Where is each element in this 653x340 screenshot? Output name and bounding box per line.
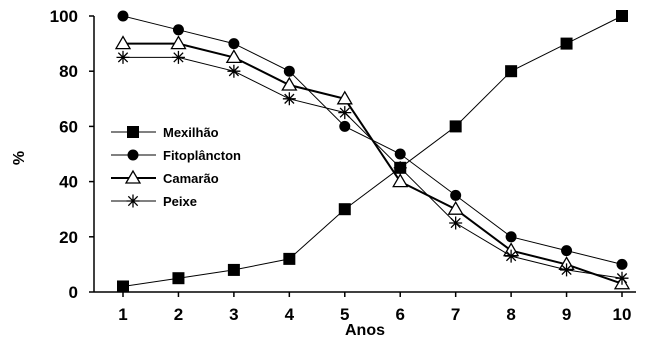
legend: Mexilhão Fitoplâncton Camarão Peixe <box>111 125 241 209</box>
data-point <box>117 280 129 293</box>
data-point <box>225 49 243 64</box>
data-point <box>447 200 464 215</box>
data-point <box>504 249 518 263</box>
data-point <box>449 120 462 133</box>
data-point <box>560 37 573 50</box>
chart-axes <box>93 16 636 293</box>
data-point <box>116 50 130 64</box>
data-point <box>616 10 628 22</box>
legend-label: Fitoplâncton <box>163 148 241 163</box>
data-point <box>117 10 129 22</box>
y-tick-label: 40 <box>59 173 78 192</box>
x-tick-label: 7 <box>451 305 460 324</box>
data-point <box>228 38 240 50</box>
data-point <box>339 120 351 132</box>
legend-marker <box>127 149 139 161</box>
x-tick-label: 4 <box>285 305 295 324</box>
data-point <box>283 65 295 77</box>
data-point <box>172 272 185 285</box>
x-tick-label: 3 <box>229 305 238 324</box>
data-point <box>338 203 351 216</box>
y-tick-label: 100 <box>50 7 78 26</box>
y-tick-label: 0 <box>69 283 78 302</box>
data-point <box>450 189 462 201</box>
data-point <box>114 35 132 50</box>
data-point <box>227 263 240 276</box>
data-point <box>172 24 184 36</box>
data-point <box>505 65 518 78</box>
data-point <box>393 161 407 175</box>
data-point <box>170 35 187 50</box>
y-ticks: 0 20 40 60 80 100 <box>50 7 94 302</box>
x-tick-label: 10 <box>613 305 632 324</box>
series-line <box>123 42 623 285</box>
data-point <box>283 252 296 265</box>
x-tick-label: 2 <box>174 305 183 324</box>
legend-item: Mexilhão <box>111 125 219 140</box>
legend-label: Camarão <box>163 171 219 186</box>
data-point <box>615 271 629 285</box>
x-ticks: 1 2 3 4 5 6 7 8 9 10 <box>118 292 631 324</box>
legend-marker <box>127 126 139 138</box>
x-tick-label: 1 <box>118 305 127 324</box>
legend-label: Peixe <box>163 194 197 209</box>
x-tick-label: 6 <box>395 305 404 324</box>
legend-marker <box>126 194 140 208</box>
data-point <box>282 92 296 106</box>
legend-item: Camarão <box>111 169 219 186</box>
data-point <box>560 263 574 277</box>
y-tick-label: 80 <box>59 62 78 81</box>
series-line <box>122 15 623 287</box>
series-layer <box>114 10 631 293</box>
legend-marker <box>124 169 142 184</box>
data-point <box>171 50 185 64</box>
y-axis-label: % <box>11 151 28 165</box>
data-point <box>394 148 406 160</box>
data-point <box>505 231 517 243</box>
series-line <box>123 56 623 279</box>
data-point <box>227 64 241 78</box>
data-point <box>338 106 352 120</box>
y-tick-label: 20 <box>59 228 78 247</box>
data-point <box>561 245 573 257</box>
x-tick-label: 5 <box>340 305 349 324</box>
y-tick-label: 60 <box>59 117 78 136</box>
data-point <box>281 76 298 91</box>
data-point <box>336 90 353 105</box>
data-point <box>449 216 463 230</box>
data-point <box>616 258 628 270</box>
data-point <box>392 173 409 188</box>
series-3 <box>116 50 629 285</box>
legend-item: Peixe <box>111 194 197 209</box>
x-axis-label: Anos <box>345 322 385 339</box>
x-tick-label: 9 <box>562 305 571 324</box>
x-tick-label: 8 <box>506 305 515 324</box>
legend-label: Mexilhão <box>163 125 219 140</box>
legend-item: Fitoplâncton <box>111 148 241 163</box>
